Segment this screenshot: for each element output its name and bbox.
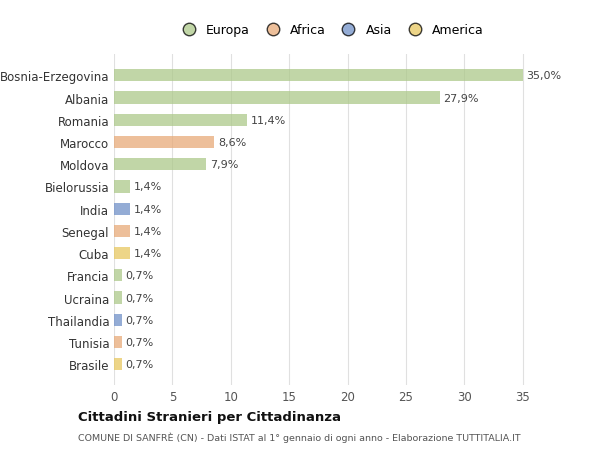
- Text: 8,6%: 8,6%: [218, 138, 246, 148]
- Bar: [114, 336, 122, 348]
- Bar: [114, 292, 122, 304]
- Text: 1,4%: 1,4%: [134, 226, 162, 236]
- Bar: [114, 203, 130, 215]
- Text: 35,0%: 35,0%: [526, 71, 561, 81]
- Bar: [114, 358, 122, 370]
- Text: 0,7%: 0,7%: [125, 359, 154, 369]
- Text: 27,9%: 27,9%: [443, 93, 479, 103]
- Bar: [114, 159, 206, 171]
- Text: 1,4%: 1,4%: [134, 204, 162, 214]
- Text: Cittadini Stranieri per Cittadinanza: Cittadini Stranieri per Cittadinanza: [78, 410, 341, 423]
- Text: 0,7%: 0,7%: [125, 271, 154, 281]
- Bar: [114, 269, 122, 282]
- Text: 1,4%: 1,4%: [134, 182, 162, 192]
- Bar: [114, 114, 247, 127]
- Text: 7,9%: 7,9%: [210, 160, 238, 170]
- Bar: [114, 137, 214, 149]
- Bar: [114, 247, 130, 260]
- Text: COMUNE DI SANFRÈ (CN) - Dati ISTAT al 1° gennaio di ogni anno - Elaborazione TUT: COMUNE DI SANFRÈ (CN) - Dati ISTAT al 1°…: [78, 431, 521, 442]
- Text: 0,7%: 0,7%: [125, 315, 154, 325]
- Text: 0,7%: 0,7%: [125, 337, 154, 347]
- Bar: [114, 92, 440, 105]
- Bar: [114, 181, 130, 193]
- Legend: Europa, Africa, Asia, America: Europa, Africa, Asia, America: [173, 22, 487, 39]
- Text: 1,4%: 1,4%: [134, 249, 162, 258]
- Bar: [114, 70, 523, 82]
- Bar: [114, 225, 130, 237]
- Bar: [114, 314, 122, 326]
- Text: 0,7%: 0,7%: [125, 293, 154, 303]
- Text: 11,4%: 11,4%: [251, 116, 286, 125]
